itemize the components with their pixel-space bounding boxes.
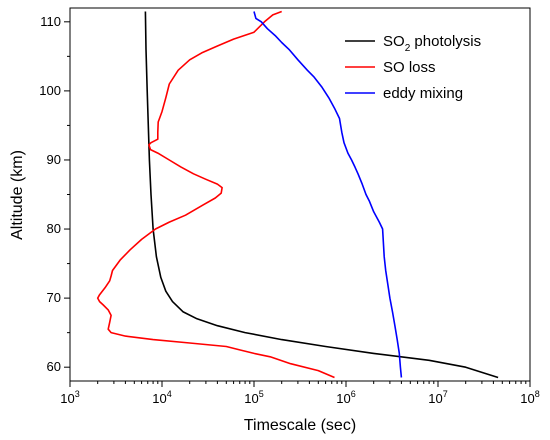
legend-label-2: eddy mixing xyxy=(383,85,463,102)
x-tick-label: 107 xyxy=(428,389,447,406)
y-tick-label: 70 xyxy=(47,290,61,305)
x-axis-title: Timescale (sec) xyxy=(244,417,356,434)
x-tick-label: 103 xyxy=(60,389,79,406)
x-tick-label: 106 xyxy=(336,389,355,406)
x-tick-label: 108 xyxy=(520,389,539,406)
legend-label-0: SO2 photolysis xyxy=(383,33,481,54)
series-layer xyxy=(96,10,499,379)
y-tick-label: 80 xyxy=(47,221,61,236)
y-tick-label: 90 xyxy=(47,152,61,167)
y-axis-title: Altitude (km) xyxy=(9,150,26,240)
series-line-2 xyxy=(253,11,403,378)
legend-label-1: SO loss xyxy=(383,59,436,76)
plot-area xyxy=(69,7,531,382)
y-tick-label: 110 xyxy=(40,14,61,29)
series-line-1 xyxy=(96,10,335,379)
y-axis-ticks: 60 70 80 90 100 110 xyxy=(39,14,70,374)
x-tick-label: 105 xyxy=(244,389,263,406)
x-axis-ticks: 103 104 105 106 107 108 xyxy=(60,381,540,406)
series-line-0 xyxy=(144,11,499,379)
y-tick-label: 100 xyxy=(39,83,61,98)
y-tick-label: 60 xyxy=(47,359,61,374)
x-tick-label: 104 xyxy=(152,389,171,406)
legend: SO2 photolysis SO loss eddy mixing xyxy=(345,33,481,102)
